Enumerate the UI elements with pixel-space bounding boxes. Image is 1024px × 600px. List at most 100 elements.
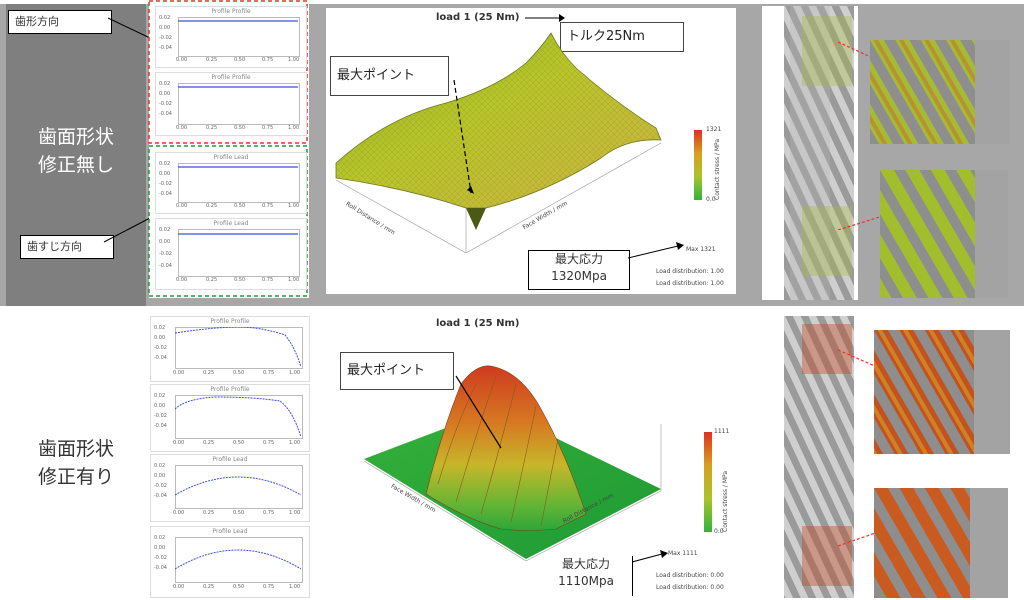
- xtick: 1.00: [288, 203, 300, 209]
- bottom-3d-surface: [363, 365, 662, 562]
- bottom-cbar-max: 1111: [714, 428, 730, 435]
- xtick: 0.50: [233, 440, 245, 446]
- callout-leaders-top: [103, 17, 151, 243]
- xtick: 0.00: [176, 57, 188, 63]
- xtick: 0.00: [176, 203, 188, 209]
- bottom-gear-illustration: [784, 316, 854, 598]
- xtick: 0.25: [206, 125, 218, 131]
- mini-chart-title: Profile Lead: [213, 220, 249, 227]
- ytick: 0.02: [159, 227, 171, 233]
- xtick: 0.25: [203, 510, 215, 516]
- xtick: 1.00: [288, 125, 300, 131]
- mini-chart-title: Profile Profile: [210, 386, 250, 393]
- ytick: 0.00: [154, 545, 166, 551]
- xtick: 0.00: [173, 584, 185, 590]
- ytick: -0.04: [154, 423, 167, 429]
- ytick: -0.04: [159, 263, 172, 269]
- xtick: 1.00: [289, 440, 301, 446]
- bottom-side-title-2: 修正有り: [37, 466, 114, 488]
- bottom-stress-pointer: [632, 550, 668, 563]
- xtick: 1.00: [289, 510, 301, 516]
- mini-chart-title: Profile Lead: [212, 456, 248, 463]
- xtick: 0.00: [176, 125, 188, 131]
- top-colorbar: [694, 130, 702, 200]
- top-cbar-max: 1321: [706, 126, 722, 133]
- top-mini-chart-3: Profile Lead 0.02 0.00 -0.02 -0.04 0.00 …: [155, 152, 307, 214]
- ytick: 0.02: [159, 81, 171, 87]
- ytick: -0.04: [159, 111, 172, 117]
- xtick: 0.75: [262, 277, 274, 283]
- xtick: 0.75: [263, 510, 275, 516]
- top-stress-pointer: [628, 242, 684, 259]
- xtick: 0.50: [234, 203, 246, 209]
- xtick: 0.75: [263, 440, 275, 446]
- xtick: 0.25: [203, 370, 215, 376]
- top-gear-illustration: [784, 6, 854, 300]
- ytick: -0.04: [154, 355, 167, 361]
- ytick: -0.02: [154, 345, 167, 351]
- xtick: 0.50: [234, 125, 246, 131]
- ytick: -0.04: [159, 45, 172, 51]
- xtick: 0.75: [262, 203, 274, 209]
- top-mini-chart-4: Profile Lead 0.02 0.00 -0.02 -0.04 0.00 …: [155, 218, 307, 290]
- stress-line-2: 1110Mpa: [558, 574, 614, 588]
- bottom-mini-chart-1: Profile Profile 0.02 0.00 -0.02 -0.04 0.…: [150, 316, 310, 382]
- ytick: 0.00: [154, 403, 166, 409]
- top-edge-left: Load distribution: 1.00: [656, 268, 724, 275]
- callout-lead-direction: 歯すじ方向: [20, 235, 114, 259]
- ytick: -0.02: [159, 101, 172, 107]
- bottom-cbar-min: 0.0: [714, 528, 724, 535]
- top-side-title-1: 歯面形状: [37, 126, 114, 148]
- mini-chart-title: Profile Lead: [213, 154, 249, 161]
- callout-profile-direction: 歯形方向: [8, 10, 112, 34]
- top-cbar-min: 0.0: [706, 196, 716, 203]
- mini-chart-title: Profile Lead: [212, 528, 248, 535]
- xtick: 0.25: [203, 440, 215, 446]
- xtick: 0.75: [262, 57, 274, 63]
- bottom-zoom-2-illustration: [874, 488, 1008, 598]
- ytick: 0.00: [159, 239, 171, 245]
- ytick: 0.02: [154, 393, 166, 399]
- ytick: 0.02: [154, 463, 166, 469]
- torque-label: トルク25Nm: [560, 22, 684, 52]
- xtick: 1.00: [288, 277, 300, 283]
- mini-chart-title: Profile Profile: [210, 318, 250, 325]
- torque-arrow: [525, 14, 565, 22]
- ytick: -0.02: [154, 555, 167, 561]
- xtick: 1.00: [288, 57, 300, 63]
- bottom-max-note: Max 1111: [668, 550, 698, 557]
- ytick: -0.02: [159, 251, 172, 257]
- ytick: -0.02: [154, 483, 167, 489]
- mini-chart-title: Profile Profile: [211, 74, 251, 81]
- top-side-title-2: 修正無し: [37, 154, 114, 176]
- ytick: 0.02: [159, 15, 171, 21]
- xtick: 0.75: [262, 125, 274, 131]
- ytick: -0.02: [154, 413, 167, 419]
- ytick: -0.04: [154, 565, 167, 571]
- bottom-mini-chart-4: Profile Lead 0.02 0.00 -0.02 -0.04 0.00 …: [150, 526, 310, 598]
- stress-line-1: 最大応力: [554, 252, 603, 266]
- xtick: 0.00: [173, 440, 185, 446]
- bottom-side-title-1: 歯面形状: [37, 438, 114, 460]
- xtick: 1.00: [289, 584, 301, 590]
- top-zoom-1-illustration: [870, 40, 1010, 144]
- ytick: -0.02: [159, 181, 172, 187]
- top-mini-chart-1: Profile Profile 0.02 0.00 -0.02 -0.04 0.…: [155, 6, 307, 68]
- top-zoom-2-illustration: [880, 170, 1008, 298]
- xtick: 0.50: [233, 510, 245, 516]
- xtick: 0.50: [233, 370, 245, 376]
- bottom-max-stress-label: 最大応力 1110Mpa: [540, 556, 633, 596]
- ytick: 0.00: [154, 335, 166, 341]
- xtick: 0.75: [263, 370, 275, 376]
- bottom-edge-right: Load distribution: 0.00: [656, 584, 724, 591]
- bottom-cbar-axis: Contact stress / MPa: [722, 470, 729, 532]
- xtick: 0.50: [233, 584, 245, 590]
- stress-line-1: 最大応力: [561, 557, 610, 571]
- top-cbar-axis: Contact stress / MPa: [714, 138, 721, 200]
- xtick: 0.00: [173, 370, 185, 376]
- ytick: 0.02: [159, 161, 171, 167]
- ytick: 0.02: [154, 325, 166, 331]
- mini-chart-title: Profile Profile: [211, 8, 251, 15]
- xtick: 0.25: [206, 203, 218, 209]
- ytick: 0.00: [154, 473, 166, 479]
